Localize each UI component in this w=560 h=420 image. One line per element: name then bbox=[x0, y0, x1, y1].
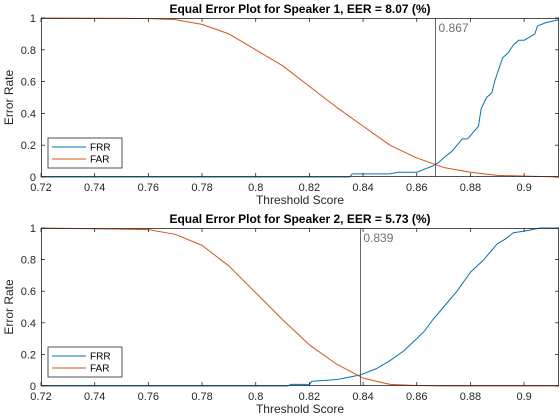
plot-area bbox=[41, 18, 559, 177]
x-tick-label: 0.76 bbox=[138, 391, 159, 403]
series-line-frr bbox=[41, 19, 560, 178]
axes-box bbox=[41, 228, 559, 386]
x-tick-label: 0.9 bbox=[516, 182, 531, 194]
y-tick-label: 0 bbox=[30, 172, 36, 184]
x-tick-label: 0.76 bbox=[138, 182, 159, 194]
y-tick-label: 1 bbox=[30, 223, 36, 235]
x-tick-label: 0.78 bbox=[191, 182, 212, 194]
series-line-far bbox=[40, 17, 560, 178]
eer-threshold-label: 0.867 bbox=[439, 21, 469, 35]
x-tick-label: 0.82 bbox=[299, 391, 320, 403]
y-axis-label: Error Rate bbox=[2, 279, 16, 335]
chart-panel-2: 0.839 0.72 0.74 0.76 0.78 0.8 0.82 0.84 0.86 0.88… bbox=[2, 212, 559, 416]
y-tick-label: 0.2 bbox=[21, 349, 36, 361]
legend-entry-frr: FRR bbox=[90, 143, 111, 154]
legend-entry-frr: FRR bbox=[90, 352, 111, 363]
legend-box bbox=[47, 346, 123, 378]
eer-threshold-label: 0.839 bbox=[363, 231, 393, 245]
chart-panel-1: 0.867 0.72 0.74 0.76 0.78 0.8 0.82 0.84 0.86 0.88… bbox=[2, 2, 560, 207]
x-tick-label: 0.78 bbox=[191, 391, 212, 403]
x-tick-label: 0.82 bbox=[299, 182, 320, 194]
y-tick-label: 0.2 bbox=[21, 140, 36, 152]
legend-box bbox=[47, 137, 123, 169]
legend-entry-far: FAR bbox=[90, 155, 109, 166]
x-tick-label: 0.72 bbox=[30, 182, 51, 194]
x-tick-label: 0.84 bbox=[352, 391, 373, 403]
y-tick-label: 1 bbox=[30, 13, 36, 25]
plot-area bbox=[41, 228, 559, 386]
y-axis-label: Error Rate bbox=[2, 70, 16, 126]
y-tick-label: 0.8 bbox=[21, 45, 36, 57]
y-tick-label: 0.4 bbox=[21, 108, 36, 120]
x-tick-label: 0.9 bbox=[516, 391, 531, 403]
y-tick-label: 0.4 bbox=[21, 318, 36, 330]
legend-entry-far: FAR bbox=[90, 364, 109, 375]
x-tick-label: 0.84 bbox=[352, 182, 373, 194]
axes-box bbox=[41, 18, 559, 177]
x-axis-label: Threshold Score bbox=[256, 402, 344, 416]
x-tick-label: 0.86 bbox=[406, 182, 427, 194]
x-tick-label: 0.74 bbox=[84, 182, 105, 194]
y-tick-label: 0.6 bbox=[21, 286, 36, 298]
x-tick-label: 0.86 bbox=[406, 391, 427, 403]
y-tick-label: 0 bbox=[30, 381, 36, 393]
y-tick-label: 0.6 bbox=[21, 77, 36, 89]
series-line-frr bbox=[41, 227, 559, 387]
x-tick-label: 0.74 bbox=[84, 391, 105, 403]
chart-title: Equal Error Plot for Speaker 1, EER = 8.… bbox=[169, 2, 430, 16]
x-tick-label: 0.88 bbox=[460, 391, 481, 403]
x-tick-label: 0.8 bbox=[248, 182, 263, 194]
x-tick-label: 0.8 bbox=[248, 391, 263, 403]
chart-title: Equal Error Plot for Speaker 2, EER = 5.… bbox=[169, 212, 430, 226]
x-tick-label: 0.72 bbox=[30, 391, 51, 403]
x-axis-label: Threshold Score bbox=[256, 193, 344, 207]
x-tick-label: 0.88 bbox=[460, 182, 481, 194]
y-tick-label: 0.8 bbox=[21, 255, 36, 267]
